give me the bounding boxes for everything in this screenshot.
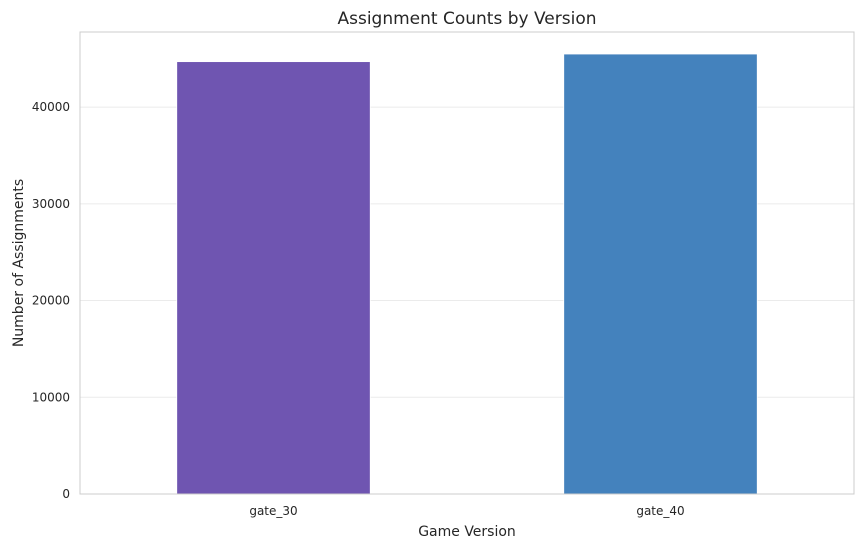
x-tick-label: gate_30	[249, 504, 297, 518]
x-axis-title: Game Version	[418, 524, 516, 540]
y-tick-labels: 0 10000 20000 30000 40000	[32, 100, 70, 501]
y-tick-label: 20000	[32, 294, 70, 308]
y-tick-label: 10000	[32, 390, 70, 404]
chart-title: Assignment Counts by Version	[337, 9, 596, 29]
x-tick-label: gate_40	[636, 504, 684, 518]
x-tick-labels: gate_30 gate_40	[249, 504, 684, 518]
y-tick-label: 40000	[32, 100, 70, 114]
y-tick-label: 0	[62, 487, 70, 501]
plot-frame	[79, 31, 855, 495]
bar-gate-40	[563, 53, 758, 495]
y-axis-title: Number of Assignments	[11, 179, 27, 347]
bar-gate-30	[176, 61, 371, 495]
bars	[176, 53, 758, 495]
y-tick-label: 30000	[32, 197, 70, 211]
